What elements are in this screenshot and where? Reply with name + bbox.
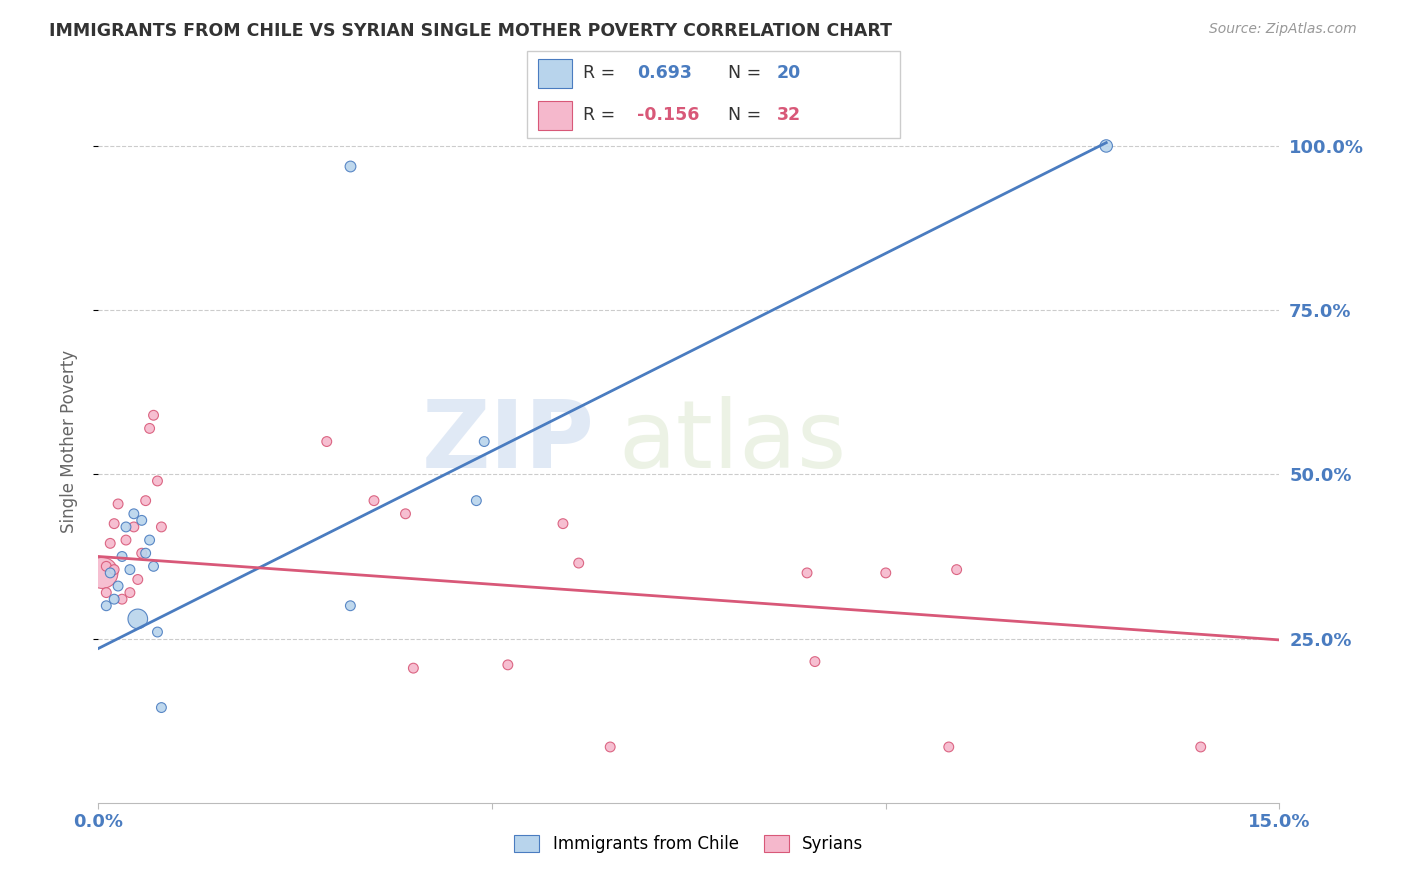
Point [394, 507, 416, 521]
Point [115, 533, 138, 547]
Point [945, 563, 967, 577]
Text: R =: R = [583, 106, 621, 124]
Point [122, 507, 145, 521]
Point [127, 573, 149, 587]
Point [103, 592, 125, 607]
Point [96, 559, 118, 574]
Point [131, 546, 153, 560]
Text: 32: 32 [778, 106, 801, 124]
Point [496, 657, 519, 672]
Point [118, 585, 141, 599]
Point [465, 493, 488, 508]
Point [127, 612, 149, 626]
Point [138, 421, 160, 435]
Point [98, 536, 121, 550]
Point [96, 585, 118, 599]
Text: IMMIGRANTS FROM CHILE VS SYRIAN SINGLE MOTHER POVERTY CORRELATION CHART: IMMIGRANTS FROM CHILE VS SYRIAN SINGLE M… [49, 22, 893, 40]
Point [568, 556, 591, 570]
Point [339, 159, 361, 173]
Text: ZIP: ZIP [422, 395, 595, 488]
Bar [538, 59, 572, 87]
Point [599, 739, 621, 754]
Point [111, 592, 134, 607]
Point [122, 520, 145, 534]
Point [98, 566, 121, 580]
Text: 20: 20 [778, 64, 801, 82]
Point [804, 655, 827, 669]
Point [118, 563, 141, 577]
Point [150, 700, 173, 714]
Point [315, 434, 337, 449]
Point [107, 579, 129, 593]
Point [1095, 139, 1118, 153]
Y-axis label: Single Mother Poverty: Single Mother Poverty [59, 350, 77, 533]
Text: -0.156: -0.156 [637, 106, 700, 124]
Point [135, 546, 157, 560]
Point [339, 599, 361, 613]
Text: R =: R = [583, 64, 621, 82]
Point [796, 566, 818, 580]
Point [138, 533, 160, 547]
Point [103, 563, 125, 577]
Point [96, 599, 118, 613]
Text: atlas: atlas [619, 395, 846, 488]
Point [115, 520, 138, 534]
Text: N =: N = [728, 64, 768, 82]
Point [146, 625, 169, 640]
Point [146, 474, 169, 488]
Point [142, 559, 165, 574]
Point [131, 513, 153, 527]
Point [938, 739, 960, 754]
Point [91, 566, 114, 580]
Point [135, 493, 157, 508]
Legend: Immigrants from Chile, Syrians: Immigrants from Chile, Syrians [508, 828, 870, 860]
Point [402, 661, 425, 675]
Point [1189, 739, 1212, 754]
Point [150, 520, 173, 534]
Point [551, 516, 574, 531]
Point [363, 493, 385, 508]
Point [142, 409, 165, 423]
Text: Source: ZipAtlas.com: Source: ZipAtlas.com [1209, 22, 1357, 37]
Text: 0.693: 0.693 [637, 64, 692, 82]
Bar [538, 101, 572, 129]
Point [103, 516, 125, 531]
FancyBboxPatch shape [527, 51, 900, 138]
Point [111, 549, 134, 564]
Point [472, 434, 495, 449]
Point [107, 497, 129, 511]
Point [875, 566, 897, 580]
Text: N =: N = [728, 106, 768, 124]
